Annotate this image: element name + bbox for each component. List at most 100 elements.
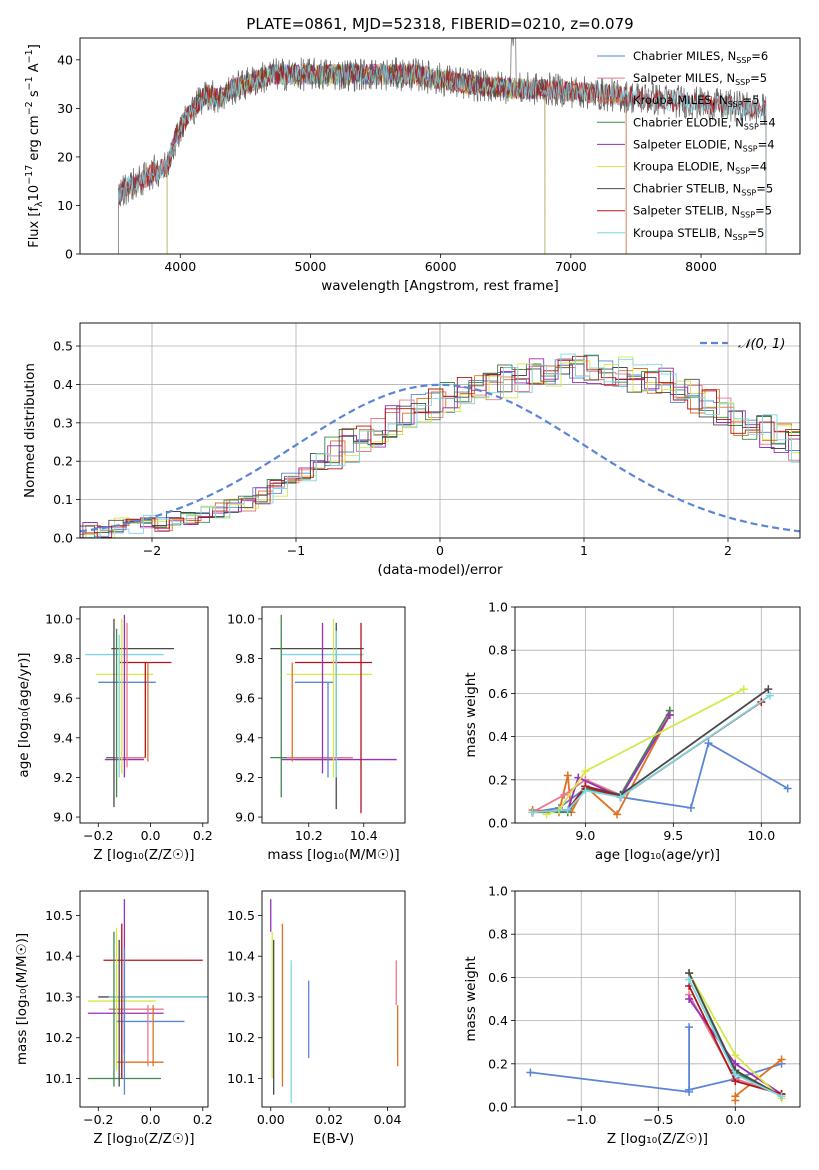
y-tick-label: 0.0 <box>488 1100 508 1115</box>
weight-marker <box>563 806 572 815</box>
y-tick-label: 0.0 <box>488 816 508 831</box>
x-tick-label: 0.0 <box>725 1112 745 1127</box>
legend-eq: = <box>756 182 766 196</box>
weight-line <box>546 688 745 816</box>
y-axis-label-part: Flux [f <box>27 207 42 248</box>
legend-nssp: 5 <box>765 204 772 218</box>
y-axis-label-part: erg cm <box>27 115 42 164</box>
y-tick-label: 10.5 <box>45 908 73 923</box>
weight-vs-z-plot-area <box>526 969 786 1105</box>
legend-model: Chabrier MILES, <box>633 49 728 63</box>
weight-marker <box>686 803 695 812</box>
x-tick-label: 10.4 <box>350 828 378 843</box>
weight-marker <box>581 786 590 795</box>
x-tick-label: 8000 <box>685 259 717 274</box>
residuals-frame <box>79 322 801 539</box>
y-tick-label: 9.2 <box>53 770 73 785</box>
y-tick-label: 9.8 <box>235 651 255 666</box>
legend-entry: Salpeter ELODIE, NSSP=4 <box>597 137 775 153</box>
legend-nssp: 4 <box>767 137 774 151</box>
y-tick-label: 10.5 <box>227 908 255 923</box>
y-axis-label: mass weight <box>463 672 479 757</box>
y-tick-label: 10.4 <box>227 949 255 964</box>
legend-model: Salpeter STELIB, <box>633 204 731 218</box>
weight-line <box>532 710 671 813</box>
x-axis-label: wavelength [Angstrom, rest frame] <box>321 278 559 294</box>
x-tick-label: 6000 <box>425 259 457 274</box>
residuals-plot-area <box>80 353 800 538</box>
y-axis-label-part: ] <box>27 44 42 49</box>
weight-marker <box>685 975 694 984</box>
legend-entry: Kroupa STELIB, NSSP=5 <box>597 226 765 242</box>
weight-marker <box>616 793 625 802</box>
x-tick-label: 0.04 <box>374 1112 402 1127</box>
legend-n: N <box>735 115 744 129</box>
mass-vs-ebv-frame <box>261 890 406 1108</box>
x-tick-label: −0.2 <box>83 828 113 843</box>
x-tick-label: −0.5 <box>643 1112 673 1127</box>
legend-nssp: 5 <box>760 71 767 85</box>
y-tick-label: 9.4 <box>235 730 255 745</box>
y-axis-label-part: −1 <box>24 76 35 90</box>
legend-entry: Salpeter MILES, NSSP=5 <box>597 71 767 87</box>
legend-sub: SSP <box>735 78 750 87</box>
y-tick-label: 0.8 <box>488 643 508 658</box>
legend-sub: SSP <box>743 144 758 153</box>
y-tick-label: 1.0 <box>488 884 508 899</box>
weight-marker <box>766 691 775 700</box>
legend-sub: SSP <box>744 122 759 131</box>
x-tick-label: −2 <box>143 543 161 558</box>
legend-entry: Chabrier ELODIE, NSSP=4 <box>597 115 776 131</box>
y-axis-label-part: s <box>27 90 42 101</box>
y-tick-label: 9.4 <box>53 730 73 745</box>
y-tick-label: 9.6 <box>53 691 73 706</box>
x-tick-label: −0.2 <box>83 1112 113 1127</box>
x-tick-label: 9.0 <box>575 828 595 843</box>
y-tick-label: 0.2 <box>488 772 508 787</box>
histogram-step <box>80 355 800 538</box>
y-tick-label: 10.4 <box>45 949 73 964</box>
y-tick-label: 9.0 <box>235 810 255 825</box>
y-axis-label-part: −1 <box>24 49 35 63</box>
legend-sub: SSP <box>741 189 756 198</box>
weight-marker <box>665 711 674 719</box>
y-tick-label: 0.5 <box>53 339 73 354</box>
legend-nssp: 6 <box>761 49 768 63</box>
legend-n: N <box>719 93 728 107</box>
y-axis-label: age [log₁₀(age/yr)] <box>16 652 32 777</box>
y-axis-label: Flux [fλ10−17 erg cm−2 s−1 A−1] <box>24 44 45 248</box>
weight-marker <box>739 685 748 694</box>
y-tick-label: 0.8 <box>488 927 508 942</box>
y-tick-label: 9.2 <box>235 770 255 785</box>
x-tick-label: 4000 <box>164 259 196 274</box>
age-vs-mass-frame <box>261 606 406 824</box>
weight-line <box>532 710 671 814</box>
x-tick-label: −1.0 <box>566 1112 596 1127</box>
weight-marker <box>764 685 773 694</box>
legend-nssp: 5 <box>766 182 773 196</box>
weight-vs-age-panel: 9.0 9.5 10.0 0.0 0.2 0.4 0.6 0.8 1.0 age [log₁₀(a… <box>463 600 801 863</box>
legend-sub: SSP <box>740 211 755 220</box>
y-tick-label: 10.1 <box>45 1071 73 1086</box>
y-tick-label: 0.1 <box>53 492 73 507</box>
x-tick-label: 0.0 <box>141 828 161 843</box>
legend-model: Kroupa STELIB, <box>633 226 724 240</box>
x-tick-label: 0.2 <box>193 828 213 843</box>
y-axis-label-part: λ <box>34 201 45 207</box>
y-tick-label: 9.6 <box>235 691 255 706</box>
legend-model: Kroupa MILES, <box>633 93 719 107</box>
y-axis-label-part: −17 <box>24 165 35 185</box>
spectrum-plot-area <box>118 38 767 254</box>
weight-marker <box>581 767 590 776</box>
y-axis-label: mass [log₁₀(M/M☉)] <box>14 933 30 1065</box>
legend-n: N <box>726 160 735 174</box>
mass-vs-z-panel: −0.2 0.0 0.2 10.1 10.2 10.3 10.4 10.5 Z [log₁₀(Z… <box>14 890 213 1147</box>
legend-sub: SSP <box>733 233 748 242</box>
x-tick-label: 0.00 <box>257 1112 285 1127</box>
weight-vs-age-plot-area <box>528 685 792 819</box>
histogram-step <box>80 354 800 538</box>
legend-entry: Kroupa MILES, NSSP=5 <box>597 93 760 109</box>
y-tick-label: 10.3 <box>45 989 73 1004</box>
spectrum-panel: 4000 5000 6000 7000 8000 0 10 20 30 40 wavelength … <box>24 15 801 294</box>
y-tick-label: 1.0 <box>488 600 508 615</box>
